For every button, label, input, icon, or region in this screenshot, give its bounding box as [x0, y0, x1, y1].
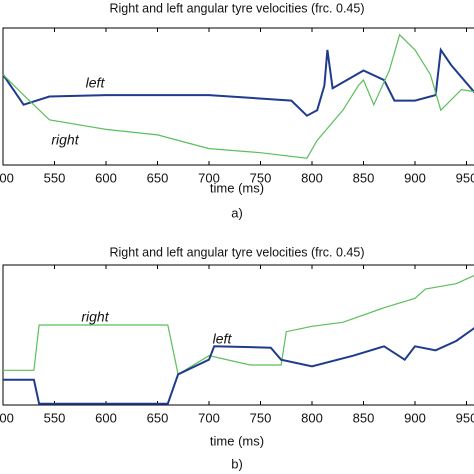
series-line — [2, 47, 474, 117]
x-axis-label: time (ms) — [210, 180, 264, 195]
x-tick-label: 850 — [353, 410, 375, 425]
x-tick-label: 900 — [404, 410, 426, 425]
x-tick-label: 550 — [44, 170, 66, 185]
caption: b) — [231, 456, 243, 471]
x-tick-label: 650 — [147, 410, 169, 425]
series-label: left — [213, 331, 233, 347]
x-tick-label: 500 — [0, 410, 14, 425]
x-tick-label: 950 — [456, 170, 474, 185]
x-tick-label: 850 — [353, 170, 375, 185]
series-line — [3, 327, 474, 405]
x-tick-label: 800 — [301, 410, 323, 425]
caption: a) — [231, 205, 243, 220]
x-tick-label: 600 — [95, 170, 117, 185]
plot-frame — [2, 27, 474, 166]
series-label: left — [86, 75, 106, 91]
x-tick-label: 950 — [456, 410, 474, 425]
x-tick-label: 800 — [301, 170, 323, 185]
x-tick-label: 900 — [404, 170, 426, 185]
x-axis-label: time (ms) — [210, 433, 264, 448]
x-tick-label: 700 — [198, 410, 220, 425]
x-tick-label: 550 — [44, 410, 66, 425]
x-tick-label: 750 — [250, 410, 272, 425]
x-tick-label: 650 — [147, 170, 169, 185]
series-label: right — [51, 132, 79, 148]
series-line — [3, 274, 474, 376]
x-tick-label: 600 — [95, 410, 117, 425]
plot-frame — [2, 264, 474, 406]
chart-title: Right and left angular tyre velocities (… — [110, 1, 365, 15]
series-label: right — [81, 309, 109, 325]
x-tick-label: 700 — [198, 170, 220, 185]
x-tick-label: 500 — [0, 170, 14, 185]
chart-title: Right and left angular tyre velocities (… — [110, 245, 365, 259]
x-tick-label: 750 — [250, 170, 272, 185]
series-line — [2, 33, 474, 159]
